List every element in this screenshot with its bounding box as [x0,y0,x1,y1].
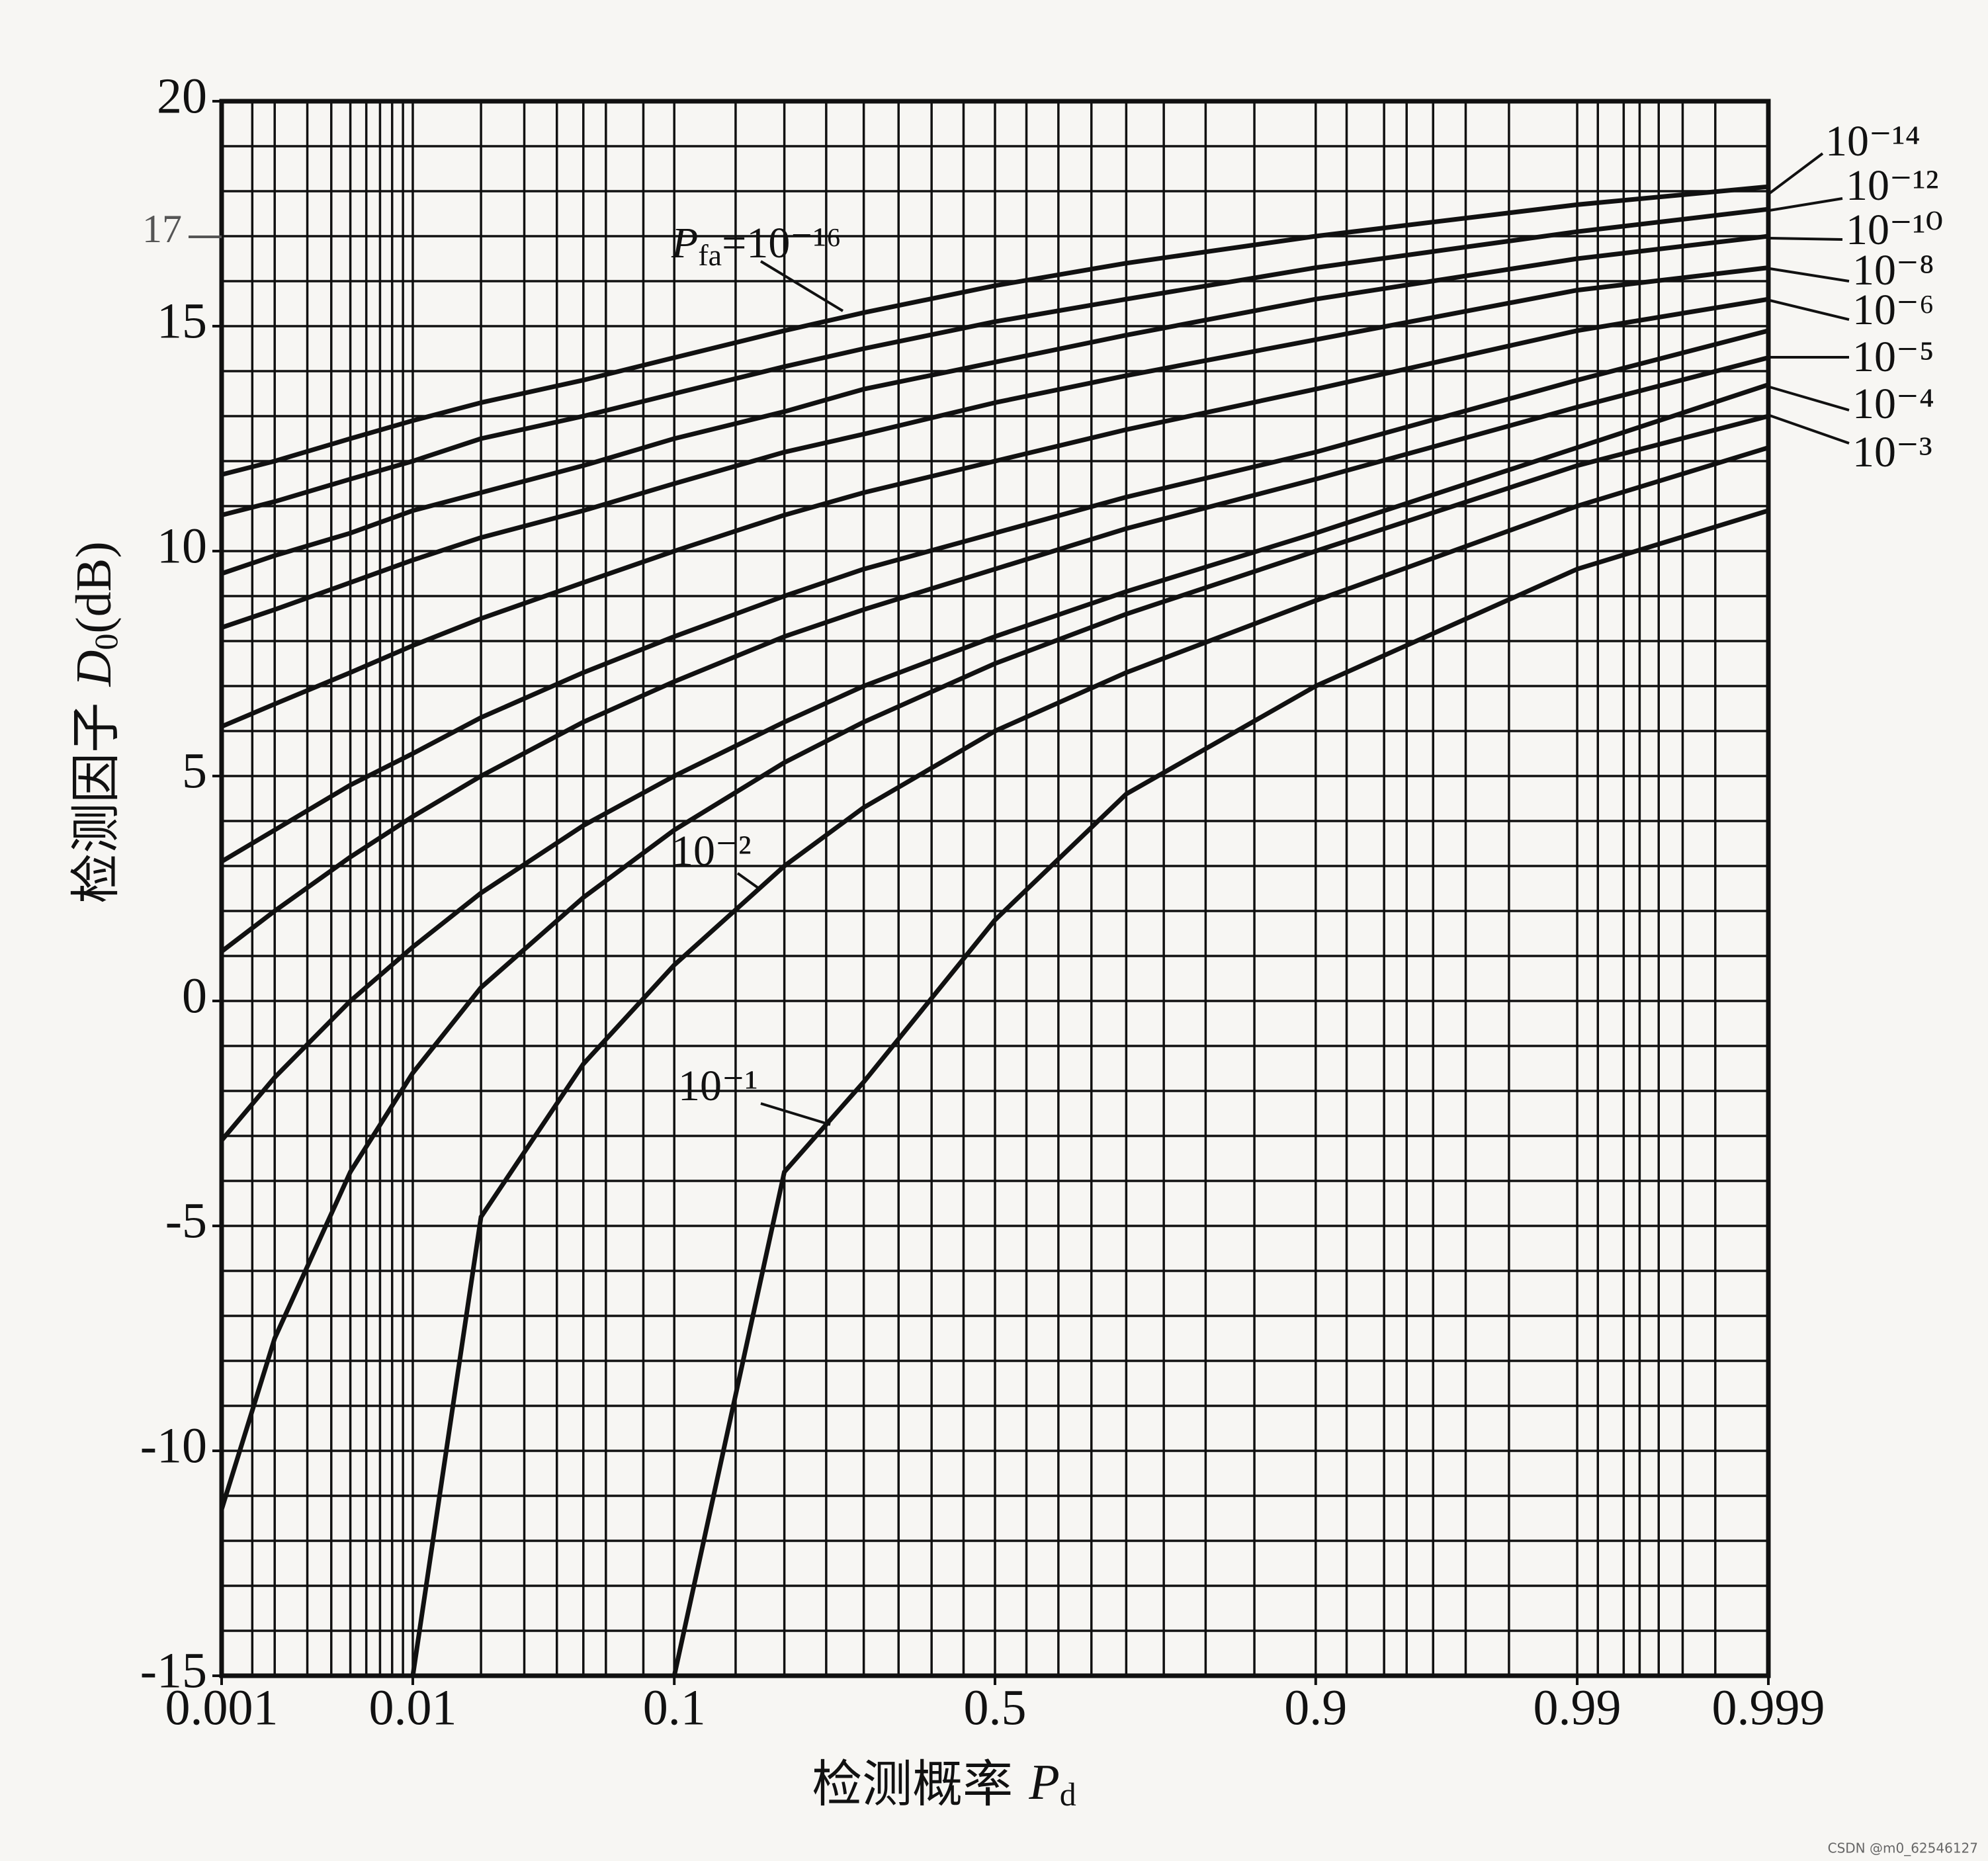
curve [220,296,1769,729]
y-tick-label: 15 [157,293,207,349]
series-label-name: 10⁻⁸ [1852,246,1934,294]
series-label-name: 10⁻¹ [678,1062,758,1110]
series-label: 10⁻¹⁴ [1825,117,1921,165]
curve [220,355,1769,953]
y-tick-label: -15 [140,1643,207,1698]
series-label-name: 10⁻¹⁶ [746,219,842,267]
curve [220,328,1769,864]
curve [219,413,1769,1510]
x-axis-symbol: P [1028,1754,1059,1810]
label-leader [1769,237,1843,241]
x-tick-label: 0.99 [1534,1680,1621,1735]
series-label: Pfa=10⁻¹⁶ [671,219,842,271]
series-label: 10⁻⁶ [1852,286,1934,334]
label-leader [736,872,762,891]
curve [220,382,1770,1143]
y-tick-label: 10 [157,518,207,574]
y-axis-symbol: D [66,650,122,687]
y-axis-subscript: 0 [87,634,124,650]
series-label-sign: = [722,219,746,267]
curve [221,184,1769,477]
x-tick-label: 0.1 [643,1680,706,1735]
y-tick-label: 0 [182,968,207,1023]
x-tick-label: 0.001 [165,1680,279,1735]
x-tick-label: 0.999 [1712,1680,1825,1735]
x-tick-label: 0.5 [964,1680,1027,1735]
series-label: 10⁻² [671,827,752,875]
series-label-name: 10⁻⁴ [1852,380,1934,428]
series-label-subscript: fa [698,238,722,272]
x-tick-label: 0.01 [368,1680,456,1735]
series-label-name: 10⁻¹² [1846,161,1938,210]
series-label: 10⁻¹⁰ [1846,206,1943,254]
label-leader [1769,299,1850,321]
y-tick-label: 20 [157,68,207,124]
curve [671,508,1770,1676]
y-tick-label: -10 [140,1418,207,1473]
y-axis-title-text: 检测因子 [66,687,125,904]
pencil-note: 17 [142,207,182,251]
series-label: 10⁻⁸ [1852,246,1934,294]
label-leader [760,1102,831,1126]
series-label-name: 10⁻³ [1852,428,1932,476]
label-leader [1769,267,1850,282]
series-label: 10⁻⁵ [1852,333,1934,381]
x-axis-title-text: 检测概率 [812,1754,1029,1813]
curve [220,234,1769,576]
series-label: 10⁻⁴ [1852,380,1934,428]
curve [221,206,1769,517]
grid [220,100,1770,1677]
curves [219,184,1770,1676]
x-axis-title: 检测概率 Pd [812,1754,1076,1813]
label-leader [1769,414,1850,445]
series-label-name: 10⁻¹⁴ [1825,117,1921,165]
series-label-name: 10⁻¹⁰ [1846,206,1943,254]
label-leader [1768,152,1824,195]
series-label: 10⁻³ [1852,428,1932,476]
x-axis-subscript: d [1060,1776,1076,1813]
watermark: CSDN @m0_62546127 [1828,1840,1978,1856]
series-label: 10⁻¹² [1846,161,1938,210]
label-leader [1769,386,1850,411]
series-label: 10⁻¹ [678,1062,758,1110]
y-axis-title: 检测因子 D0(dB) [66,541,125,903]
series-label-symbol: P [671,219,698,267]
label-leader [759,260,844,312]
curve [220,265,1769,630]
y-tick-label: -5 [165,1193,207,1248]
y-tick-label: 5 [182,743,207,799]
x-tick-label: 0.9 [1284,1680,1347,1735]
series-label-name: 10⁻⁶ [1852,286,1934,334]
label-leader [1769,197,1843,212]
curve [410,445,1770,1676]
series-label-name: 10⁻⁵ [1852,333,1934,381]
series-label-name: 10⁻² [671,827,752,875]
y-axis-unit: (dB) [66,541,122,633]
